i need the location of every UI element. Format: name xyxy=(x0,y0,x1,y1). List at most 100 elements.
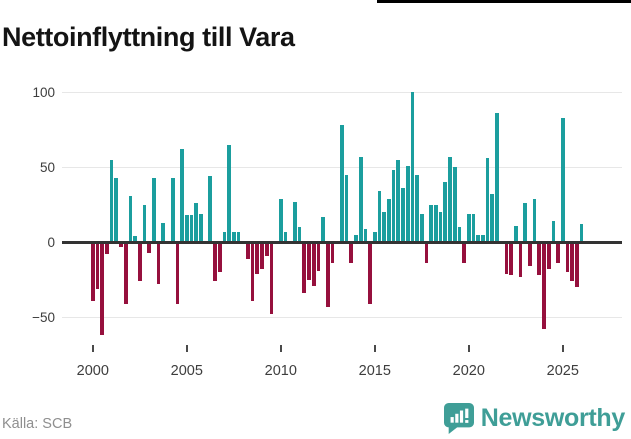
bar-positive xyxy=(184,215,189,242)
bar-positive xyxy=(481,234,485,242)
bar-positive xyxy=(199,213,203,242)
y-axis-label: 100 xyxy=(32,84,55,100)
bar-positive xyxy=(161,222,166,242)
bar-negative xyxy=(147,243,152,253)
bar-negative xyxy=(90,243,95,301)
bar-negative xyxy=(546,243,551,269)
bar-positive xyxy=(227,144,231,242)
source-text: Källa: SCB xyxy=(2,416,73,432)
bar-negative xyxy=(504,243,509,274)
bar-positive xyxy=(222,231,227,242)
x-axis-tick xyxy=(91,345,94,352)
top-border-line xyxy=(377,0,631,3)
bar-positive xyxy=(485,158,490,242)
bar-positive xyxy=(377,191,382,242)
bar-positive xyxy=(396,159,401,242)
bar-positive xyxy=(532,198,537,242)
newsworthy-logo[interactable]: Newsworthy xyxy=(443,402,626,434)
bar-negative xyxy=(565,243,570,272)
bar-negative xyxy=(246,243,250,259)
bar-negative xyxy=(307,243,311,280)
bar-positive xyxy=(387,198,391,242)
bar-positive xyxy=(208,176,213,242)
newsworthy-icon xyxy=(443,402,474,434)
bar-positive xyxy=(133,236,137,242)
bar-negative xyxy=(250,243,255,301)
bar-positive xyxy=(340,125,344,242)
bar-positive xyxy=(405,165,410,242)
bar-positive xyxy=(415,174,419,242)
bar-positive xyxy=(419,213,424,242)
bar-positive xyxy=(391,170,396,242)
bar-negative xyxy=(316,243,321,271)
bar-negative xyxy=(255,243,260,274)
bar-negative xyxy=(556,243,560,263)
bar-negative xyxy=(123,243,128,304)
bar-positive xyxy=(443,182,448,242)
bar-positive xyxy=(490,194,495,242)
bar-positive xyxy=(434,204,438,242)
bar-positive xyxy=(401,188,405,242)
bar-positive xyxy=(297,227,302,242)
bar-positive xyxy=(358,156,363,242)
bar-positive xyxy=(236,231,241,242)
bar-negative xyxy=(175,243,180,304)
bar-positive xyxy=(448,156,452,242)
bar-positive xyxy=(429,204,434,242)
chart-title: Nettoinflyttning till Vara xyxy=(2,22,295,53)
bar-positive xyxy=(513,225,518,242)
bar-positive xyxy=(170,177,175,242)
bar-positive xyxy=(321,216,325,242)
bar-positive xyxy=(560,117,565,242)
bar-positive xyxy=(114,177,119,242)
bar-negative xyxy=(509,243,513,275)
bar-negative xyxy=(528,243,532,266)
bar-positive xyxy=(142,204,147,242)
bar-negative xyxy=(119,243,123,247)
bar-positive xyxy=(363,228,368,242)
x-axis-label: 2020 xyxy=(452,363,485,379)
bar-positive xyxy=(128,195,133,242)
bar-positive xyxy=(344,174,349,242)
bar-positive xyxy=(452,167,457,242)
bar-negative xyxy=(156,243,161,284)
x-axis-tick xyxy=(185,345,188,352)
newsworthy-wordmark: Newsworthy xyxy=(480,403,626,432)
bar-positive xyxy=(189,215,194,242)
bar-positive xyxy=(476,234,481,242)
bar-negative xyxy=(518,243,523,277)
bar-positive xyxy=(231,231,236,242)
bar-negative xyxy=(264,243,269,256)
bar-negative xyxy=(542,243,546,329)
bar-negative xyxy=(462,243,466,263)
bar-positive xyxy=(438,212,443,242)
x-axis-zero-line xyxy=(62,241,622,244)
bar-negative xyxy=(100,243,105,335)
bar-negative xyxy=(217,243,222,272)
x-axis-label: 2015 xyxy=(358,363,391,379)
bar-positive xyxy=(382,212,387,242)
bar-positive xyxy=(194,203,199,242)
bar-negative xyxy=(213,243,217,281)
bar-negative xyxy=(105,243,109,254)
bar-positive xyxy=(579,224,584,242)
bar-positive xyxy=(152,177,156,242)
bar-negative xyxy=(349,243,354,263)
x-axis-tick xyxy=(561,345,564,352)
bar-negative xyxy=(424,243,429,263)
gridline xyxy=(62,92,622,93)
bar-positive xyxy=(471,213,476,242)
bar-negative xyxy=(260,243,264,269)
bar-positive xyxy=(283,231,288,242)
bar-positive xyxy=(293,201,297,242)
bar-negative xyxy=(575,243,579,287)
bar-positive xyxy=(551,221,556,242)
x-axis-label: 2005 xyxy=(170,363,203,379)
x-axis-tick xyxy=(279,345,282,352)
bar-negative xyxy=(95,243,100,289)
bar-positive xyxy=(523,203,528,242)
bar-positive xyxy=(410,92,415,242)
bar-positive xyxy=(354,234,358,242)
